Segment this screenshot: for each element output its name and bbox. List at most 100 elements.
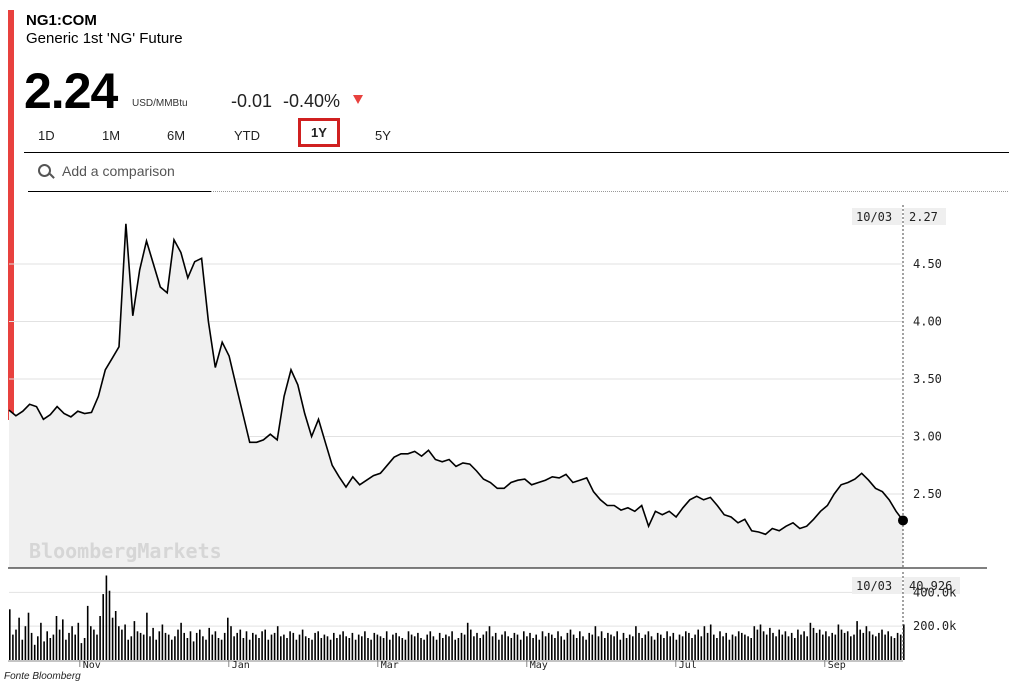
- volume-bar: [769, 627, 771, 660]
- tooltip-value: 2.27: [909, 210, 938, 224]
- volume-bar: [650, 636, 653, 660]
- volume-bar: [174, 636, 176, 660]
- volume-bar: [463, 634, 466, 660]
- volume-bar: [329, 639, 332, 660]
- volume-bar: [280, 636, 282, 660]
- volume-bar: [52, 634, 55, 660]
- volume-bar: [887, 631, 889, 660]
- volume-bar: [460, 632, 463, 660]
- volume-bar: [214, 631, 217, 660]
- volume-bar: [653, 639, 656, 660]
- comparison-input[interactable]: [60, 162, 209, 180]
- volume-bar: [389, 639, 391, 660]
- tab-1y[interactable]: 1Y: [298, 118, 340, 147]
- volume-bar: [519, 639, 522, 660]
- volume-bar: [822, 634, 824, 660]
- volume-bar: [507, 636, 509, 660]
- volume-bar: [594, 626, 597, 660]
- volume-bar: [903, 624, 905, 660]
- volume-bar: [865, 626, 868, 660]
- volume-bar: [223, 632, 226, 660]
- tab-1m[interactable]: 1M: [102, 128, 121, 143]
- volume-bar: [267, 639, 270, 660]
- volume-bar: [504, 631, 506, 660]
- volume-bar: [410, 634, 413, 660]
- volume-bar: [625, 638, 628, 660]
- volume-bar: [884, 634, 886, 660]
- volume-bar: [607, 632, 609, 660]
- volume-bar: [102, 594, 104, 660]
- volume-bar: [308, 638, 310, 660]
- volume-bar: [856, 621, 858, 660]
- volume-bar: [628, 634, 631, 660]
- volume-bar: [167, 634, 170, 660]
- price-line: [8, 223, 904, 536]
- volume-bar: [382, 638, 385, 660]
- volume-bar: [432, 636, 435, 660]
- volume-bar: [797, 629, 799, 660]
- volume-bar: [189, 631, 192, 660]
- volume-bar: [529, 632, 531, 660]
- x-tick-label: Jul: [679, 660, 697, 671]
- x-tick-label: Mar: [381, 660, 399, 671]
- volume-bar: [114, 611, 117, 660]
- volume-bar: [828, 636, 830, 660]
- volume-bar: [252, 632, 254, 660]
- volume-bar: [688, 632, 690, 660]
- volume-bar: [158, 631, 161, 660]
- volume-bar: [781, 634, 784, 660]
- volume-bar: [230, 626, 232, 660]
- volume-bar: [759, 624, 762, 660]
- accent-bar: [8, 10, 14, 420]
- volume-bar: [600, 631, 603, 660]
- volume-bar: [105, 575, 108, 660]
- volume-bar: [292, 632, 295, 660]
- price-area: [9, 223, 903, 569]
- volume-tooltip-date: 10/03: [856, 579, 892, 593]
- volume-bar: [80, 643, 83, 660]
- volume-bar: [728, 639, 731, 660]
- volume-bar: [647, 631, 650, 660]
- volume-bar: [744, 634, 746, 660]
- volume-bar: [68, 632, 70, 660]
- volume-bar: [466, 622, 469, 660]
- volume-bar: [55, 616, 58, 660]
- x-tick-label: Jan: [232, 660, 250, 671]
- volume-bar: [890, 636, 893, 660]
- volume-bar: [862, 632, 865, 660]
- volume-bar: [127, 639, 129, 660]
- tab-ytd[interactable]: YTD: [234, 128, 260, 143]
- volume-bar: [24, 626, 27, 660]
- volume-bar: [725, 632, 727, 660]
- volume-bar: [286, 638, 288, 660]
- volume-bar: [373, 632, 376, 660]
- volume-bar: [217, 638, 220, 660]
- volume-bar: [83, 638, 86, 660]
- volume-bar: [731, 634, 734, 660]
- volume-bar: [124, 624, 126, 660]
- volume-bar: [859, 629, 861, 660]
- volume-bar: [803, 631, 805, 660]
- volume-bar: [385, 631, 388, 660]
- volume-bar: [588, 632, 590, 660]
- volume-bar: [161, 624, 164, 660]
- tab-5y[interactable]: 5Y: [375, 128, 391, 143]
- volume-bar: [74, 634, 76, 660]
- volume-bar: [778, 629, 780, 660]
- volume-bar: [775, 636, 777, 660]
- tab-1d[interactable]: 1D: [38, 128, 55, 143]
- volume-bar: [709, 624, 712, 660]
- volume-bar: [255, 634, 257, 660]
- volume-bar: [560, 636, 562, 660]
- last-price: 2.24: [24, 63, 118, 119]
- volume-bar: [236, 632, 238, 660]
- tab-6m[interactable]: 6M: [167, 128, 186, 143]
- volume-bar: [180, 622, 182, 660]
- volume-bar: [675, 639, 678, 660]
- volume-bar: [152, 627, 154, 660]
- volume-bar: [613, 636, 615, 660]
- volume-bar: [142, 634, 145, 660]
- volume-bar: [149, 636, 151, 660]
- volume-bar: [498, 639, 500, 660]
- volume-bar: [333, 632, 335, 660]
